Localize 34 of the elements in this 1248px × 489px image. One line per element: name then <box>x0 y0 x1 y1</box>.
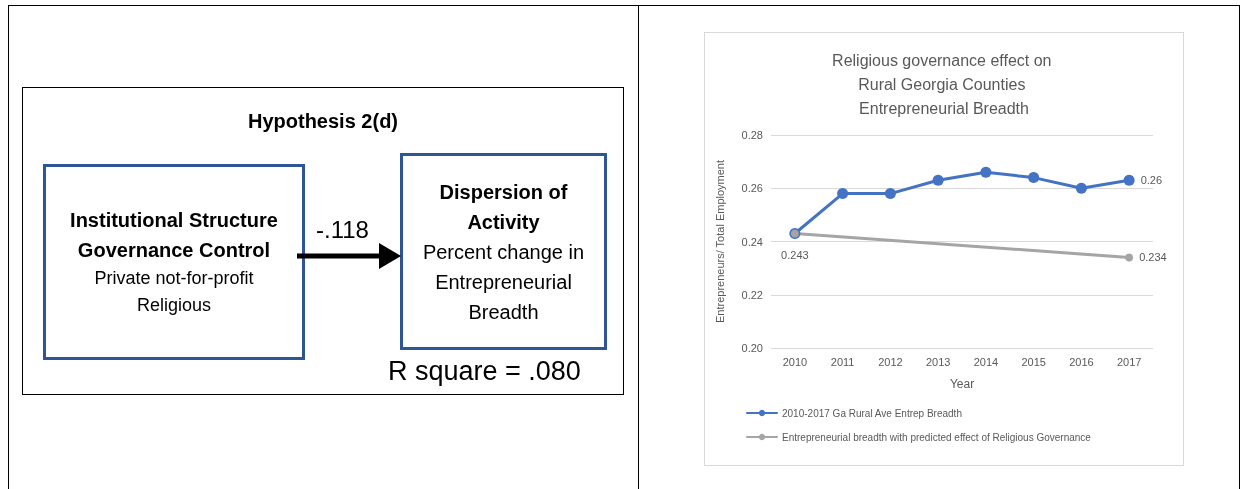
data-label: 0.243 <box>781 249 809 262</box>
point <box>1123 174 1135 186</box>
chart-title: Religious governance effect on Rural Georgia Counties Entrepreneurial Breadth <box>832 51 1056 117</box>
box-outline: Institutional Structure Governance Control Private not-for-profit Religious <box>43 164 305 360</box>
legend-label: Entrepreneurial breadth with predicted effect of Religious Governance <box>782 431 1092 443</box>
x-tick-label: 2012 <box>878 355 903 368</box>
point <box>932 174 944 186</box>
data-label: 0.234 <box>1139 251 1167 264</box>
box-outline: Dispersion of Activity Percent change in Entrepreneurial Breadth <box>400 153 607 350</box>
data-label: 0.26 <box>1140 174 1163 187</box>
x-tick-label: 2010 <box>782 355 808 368</box>
x-tick-label: 2014 <box>973 355 999 368</box>
y-axis-title: Entrepreneurs/ Total Employment <box>713 159 726 324</box>
y-tick-label: 0.22 <box>741 288 763 301</box>
text: R square = .080 <box>388 356 581 387</box>
point <box>1075 182 1087 194</box>
y-tick-label: 0.20 <box>741 342 763 354</box>
point <box>837 188 849 200</box>
x-tick-label: 2017 <box>1116 355 1142 368</box>
text: Hypothesis 2(d) <box>247 110 399 133</box>
point <box>980 166 992 178</box>
x-tick-label: 2011 <box>830 355 855 368</box>
x-tick-label: 2013 <box>925 355 951 368</box>
y-tick-label: 0.26 <box>741 182 763 195</box>
point <box>884 188 896 200</box>
text: -.118 <box>316 216 369 244</box>
y-tick-label: 0.28 <box>741 129 763 141</box>
legend-label: 2010-2017 Ga Rural Ave Entrep Breadth <box>782 407 962 419</box>
point <box>1125 253 1134 262</box>
point <box>1028 172 1040 184</box>
x-axis-title: Year <box>949 377 975 391</box>
x-tick-label: 2016 <box>1069 355 1094 368</box>
y-tick-label: 0.24 <box>741 235 763 248</box>
x-tick-label: 2015 <box>1021 355 1046 368</box>
